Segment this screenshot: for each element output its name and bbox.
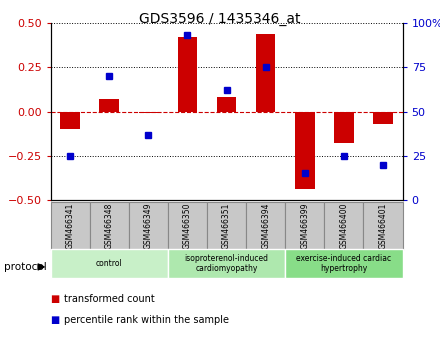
Text: ■: ■ (51, 294, 60, 304)
Bar (207, 202, 246, 250)
Text: GSM466399: GSM466399 (301, 202, 309, 249)
Bar (373, 112, 393, 124)
Bar (129, 202, 168, 250)
Text: GSM466394: GSM466394 (261, 202, 270, 249)
Bar (363, 202, 403, 250)
Text: GDS3596 / 1435346_at: GDS3596 / 1435346_at (139, 12, 301, 27)
Text: exercise-induced cardiac
hypertrophy: exercise-induced cardiac hypertrophy (297, 254, 392, 273)
Text: GSM466400: GSM466400 (339, 202, 348, 249)
Text: percentile rank within the sample: percentile rank within the sample (64, 315, 229, 325)
Text: ■: ■ (51, 315, 60, 325)
Bar (217, 97, 236, 112)
Text: control: control (96, 259, 123, 268)
Bar (99, 99, 119, 112)
Text: GSM466350: GSM466350 (183, 202, 192, 249)
Bar (139, 112, 158, 113)
Bar (334, 112, 354, 143)
Text: GSM466351: GSM466351 (222, 202, 231, 249)
Bar (51, 249, 168, 278)
Text: GSM466401: GSM466401 (378, 202, 388, 249)
Bar (256, 34, 275, 112)
Text: GSM466341: GSM466341 (66, 202, 75, 249)
Bar (324, 202, 363, 250)
Bar (60, 112, 80, 129)
Text: protocol: protocol (4, 262, 47, 272)
Bar (168, 202, 207, 250)
Bar (168, 249, 285, 278)
Bar (51, 202, 90, 250)
Bar (295, 112, 315, 189)
Bar (285, 249, 403, 278)
Text: GSM466348: GSM466348 (105, 202, 114, 249)
Text: GSM466349: GSM466349 (144, 202, 153, 249)
Bar (90, 202, 129, 250)
Text: isoproterenol-induced
cardiomyopathy: isoproterenol-induced cardiomyopathy (185, 254, 268, 273)
Bar (246, 202, 285, 250)
Bar (178, 37, 197, 112)
Text: transformed count: transformed count (64, 294, 154, 304)
Bar (285, 202, 324, 250)
